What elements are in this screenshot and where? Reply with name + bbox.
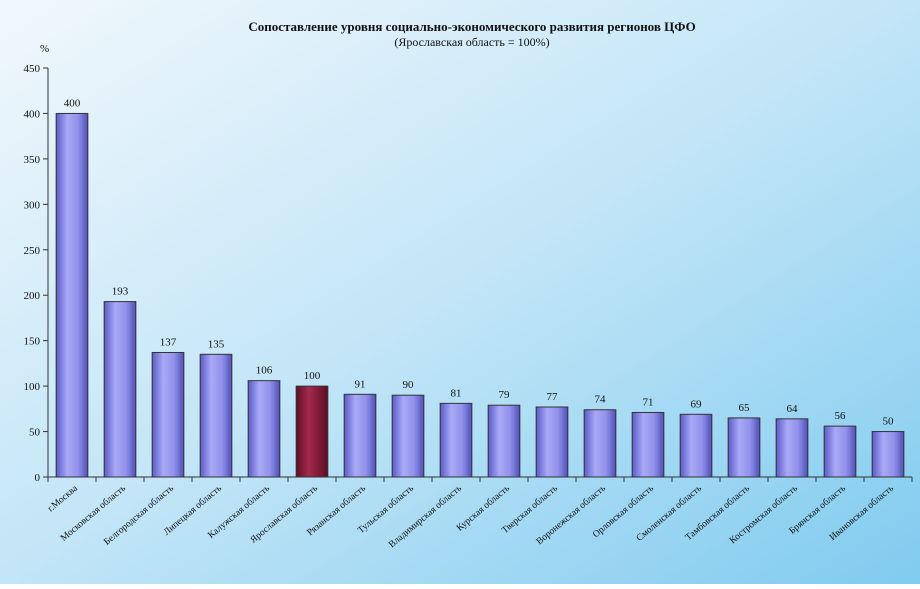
bar [391,394,425,478]
data-label: 50 [883,416,895,428]
bar [871,431,905,478]
data-label: 56 [835,410,847,422]
data-label: 91 [355,378,366,390]
axes: 0 50 100 150 200 250 300 350 400 450 [24,63,913,484]
bar [775,418,809,478]
bar [535,406,569,478]
bar [439,402,473,478]
bar [55,112,89,478]
y-axis-label: % [40,43,49,55]
data-label: 79 [499,389,511,401]
data-label: 106 [256,365,273,377]
data-label: 77 [547,391,559,403]
bar [103,301,137,478]
y-tick-label: 450 [24,63,41,75]
chart-title: Сопоставление уровня социально-экономиче… [248,19,695,34]
data-label: 400 [64,97,81,109]
y-tick-label: 350 [24,154,41,166]
bar [583,409,617,478]
bar [151,351,185,478]
y-tick-label: 300 [24,199,41,211]
y-tick-label: 100 [24,381,41,393]
data-label: 135 [208,338,225,350]
bar [199,353,233,478]
bar [727,417,761,478]
data-label: 90 [403,379,415,391]
data-label: 71 [643,396,654,408]
chart-subtitle: (Ярославская область = 100%) [394,35,549,49]
bar [247,380,281,478]
data-label: 65 [739,402,751,414]
data-label: 69 [691,398,703,410]
bar [343,393,377,478]
y-tick-label: 0 [35,472,41,484]
y-tick-label: 150 [24,336,41,348]
data-labels: 400 193 137 135 106 100 91 90 81 79 77 74 71 69 65 64 56… [64,97,894,427]
y-tick-label: 400 [24,108,41,120]
bar [823,425,857,478]
data-label: 193 [112,286,129,298]
y-tick-label: 200 [24,290,41,302]
data-label: 64 [787,403,799,415]
bar-highlight [295,385,329,478]
y-tick-label: 50 [29,427,41,439]
data-label: 81 [451,387,462,399]
bar [679,413,713,478]
y-tick-label: 250 [24,245,41,257]
data-label: 137 [160,336,177,348]
data-label: 100 [304,370,321,382]
bar [487,404,521,478]
bars [55,112,905,478]
data-label: 74 [595,394,607,406]
bar [631,411,665,478]
